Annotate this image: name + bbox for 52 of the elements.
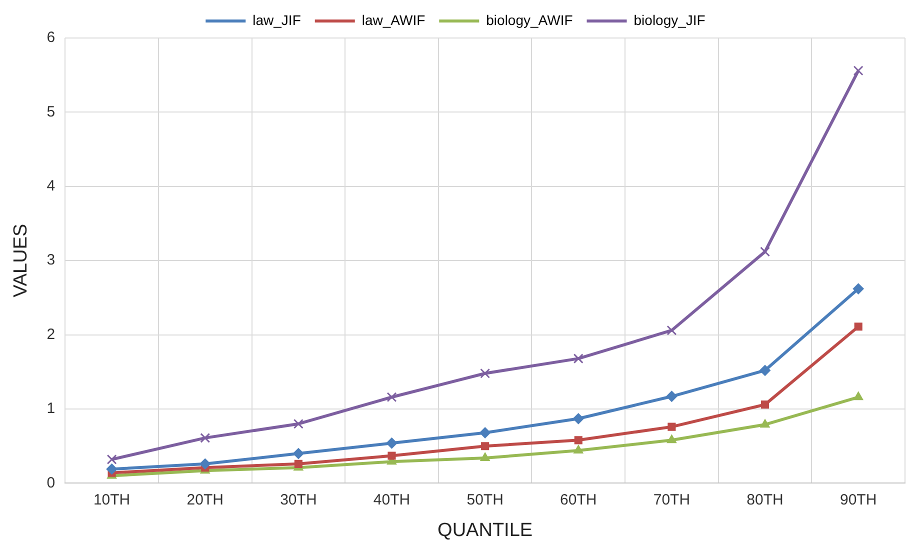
x-tick-label: 30TH [280, 491, 317, 508]
y-tick-label: 2 [46, 326, 56, 343]
point [573, 354, 584, 364]
point [574, 436, 582, 444]
point [760, 246, 770, 257]
x-tick-label: 20TH [186, 491, 224, 508]
point [386, 392, 397, 402]
point [668, 422, 676, 431]
y-tick-label: 4 [46, 178, 56, 195]
point [572, 413, 584, 424]
point [760, 419, 770, 428]
y-tick-label: 5 [46, 103, 56, 120]
point [666, 390, 678, 402]
y-tick-label: 3 [46, 252, 56, 269]
point [388, 452, 396, 460]
x-tick-label: 90TH [840, 491, 877, 508]
point [106, 454, 117, 464]
point [481, 442, 490, 450]
legend-label: law_JIF [252, 12, 301, 28]
point [200, 432, 210, 443]
legend-label: biology_AWIF [486, 12, 573, 28]
legend-label: law_AWIF [362, 12, 426, 28]
point [853, 66, 864, 76]
point [386, 438, 398, 449]
point [666, 434, 677, 444]
x-tick-label: 70TH [653, 491, 690, 508]
point [854, 322, 862, 331]
x-tick-label: 50TH [466, 491, 504, 508]
point [292, 448, 304, 460]
legend-label: biology_JIF [634, 12, 706, 28]
x-tick-label: 40TH [373, 491, 410, 508]
point [480, 427, 491, 438]
point [480, 368, 490, 378]
point [106, 464, 118, 475]
point [293, 418, 304, 429]
point [760, 400, 770, 409]
y-axis-title: VALUES [10, 224, 32, 298]
point [200, 458, 211, 470]
point [480, 452, 490, 461]
x-tick-label: 10TH [93, 491, 130, 508]
x-tick-label: 80TH [746, 491, 784, 508]
y-tick-label: 6 [46, 29, 56, 46]
point [854, 392, 864, 400]
point [852, 283, 864, 294]
y-tick-label: 0 [46, 474, 56, 492]
point [574, 445, 584, 454]
point [666, 325, 677, 336]
point [760, 364, 771, 376]
x-axis-title: QUANTILE [438, 520, 533, 541]
x-tick-label: 60TH [560, 491, 597, 508]
y-tick-label: 1 [46, 400, 56, 418]
point [294, 460, 302, 468]
